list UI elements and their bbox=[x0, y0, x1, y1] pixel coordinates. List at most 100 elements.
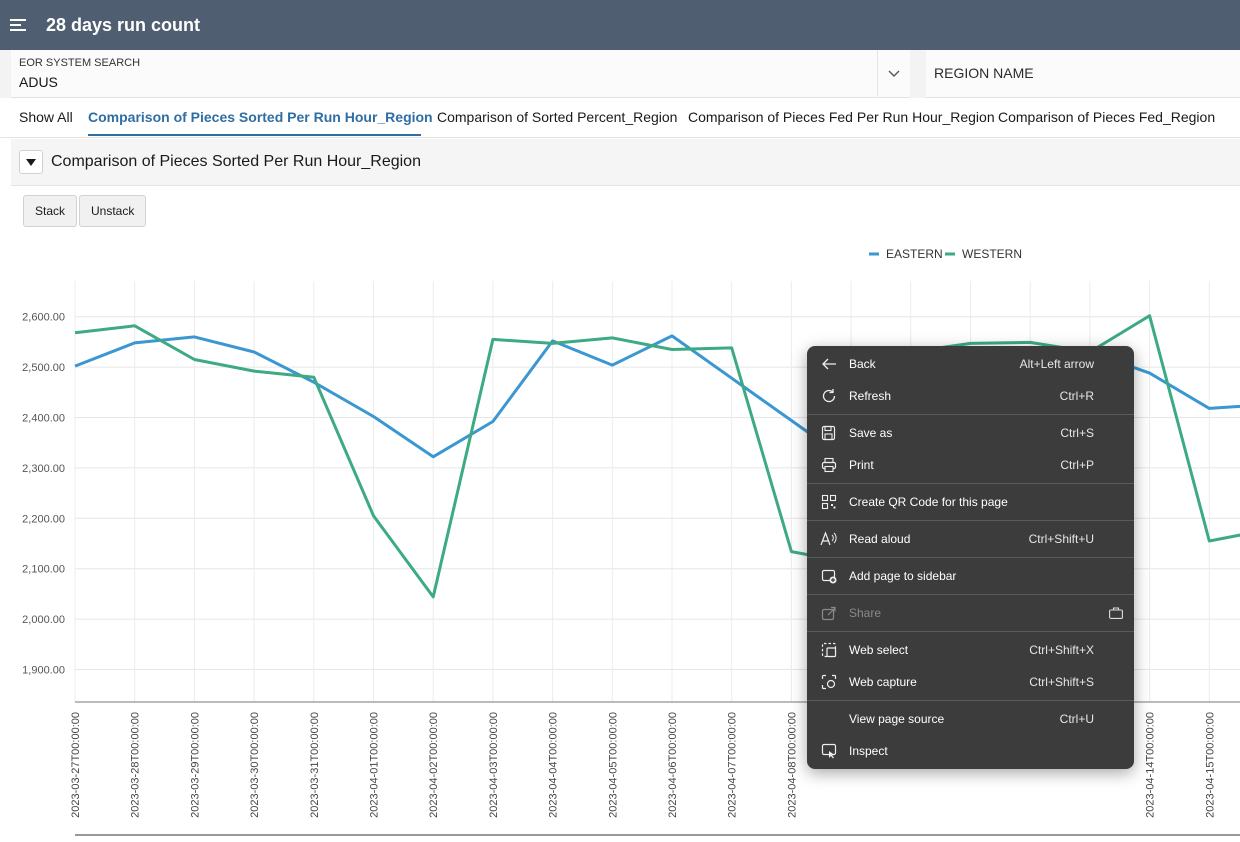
menu-item-add-page-to-sidebar[interactable]: Add page to sidebar bbox=[807, 561, 1134, 591]
region-name-placeholder: REGION NAME bbox=[934, 65, 1034, 81]
browser-context-menu: Back Alt+Left arrow Refresh Ctrl+R Save … bbox=[807, 346, 1134, 769]
menu-item-label: Create QR Code for this page bbox=[849, 495, 1008, 509]
active-tab-indicator bbox=[88, 134, 421, 136]
menu-item-shortcut: Ctrl+S bbox=[1060, 426, 1094, 440]
tab-pieces-fed[interactable]: Comparison of Pieces Fed_Region bbox=[998, 109, 1216, 125]
menu-item-inspect[interactable]: Inspect bbox=[807, 736, 1134, 766]
y-tick-label: 2,500.00 bbox=[22, 362, 65, 374]
y-tick-label: 2,400.00 bbox=[22, 413, 65, 425]
menu-item-view-page-source[interactable]: View page source Ctrl+U bbox=[807, 704, 1134, 734]
menu-separator bbox=[807, 414, 1134, 415]
x-tick-label: 2023-04-08T00:00:00 bbox=[786, 712, 798, 818]
menu-item-label: Share bbox=[849, 606, 882, 620]
stack-button[interactable]: Stack bbox=[23, 195, 78, 227]
briefcase-icon bbox=[1109, 606, 1123, 624]
y-tick-label: 2,100.00 bbox=[22, 564, 65, 576]
menu-item-read-aloud[interactable]: Read aloud Ctrl+Shift+U bbox=[807, 524, 1134, 554]
x-tick-label: 2023-04-15T00:00:00 bbox=[1204, 712, 1216, 818]
eor-system-search-value[interactable]: ADUS bbox=[19, 74, 58, 90]
tab-sorted-percent[interactable]: Comparison of Sorted Percent_Region bbox=[437, 109, 678, 125]
unstack-button[interactable]: Unstack bbox=[79, 195, 147, 227]
menu-item-print[interactable]: Print Ctrl+P bbox=[807, 450, 1134, 480]
x-tick-label: 2023-04-01T00:00:00 bbox=[369, 712, 381, 818]
menu-item-create-qr-code[interactable]: Create QR Code for this page bbox=[807, 487, 1134, 517]
chevron-down-icon[interactable] bbox=[877, 50, 910, 98]
qr-code-icon bbox=[820, 494, 838, 510]
menu-item-label: Print bbox=[849, 458, 874, 472]
y-tick-label: 2,000.00 bbox=[22, 614, 65, 626]
menu-separator bbox=[807, 520, 1134, 521]
menu-item-save-as[interactable]: Save as Ctrl+S bbox=[807, 418, 1134, 448]
menu-item-shortcut: Ctrl+Shift+S bbox=[1029, 675, 1094, 689]
menu-item-label: Read aloud bbox=[849, 532, 911, 546]
menu-item-label: Inspect bbox=[849, 744, 888, 758]
app-header: 28 days run count bbox=[0, 0, 1240, 50]
page-title: 28 days run count bbox=[46, 14, 201, 35]
x-tick-label: 2023-03-29T00:00:00 bbox=[189, 712, 201, 818]
menu-item-back[interactable]: Back Alt+Left arrow bbox=[807, 349, 1134, 379]
x-tick-label: 2023-04-07T00:00:00 bbox=[727, 712, 739, 818]
menu-item-shortcut: Ctrl+Shift+U bbox=[1028, 532, 1094, 546]
tab-show-all[interactable]: Show All bbox=[19, 109, 73, 125]
menu-item-label: Web select bbox=[849, 643, 909, 657]
menu-item-shortcut: Ctrl+R bbox=[1059, 389, 1094, 403]
back-arrow-icon bbox=[820, 356, 838, 372]
tab-pieces-fed-per-run-hour[interactable]: Comparison of Pieces Fed Per Run Hour_Re… bbox=[688, 109, 995, 125]
menu-separator bbox=[807, 557, 1134, 558]
x-tick-label: 2023-04-02T00:00:00 bbox=[428, 712, 440, 818]
menu-item-shortcut: Ctrl+U bbox=[1059, 712, 1094, 726]
x-tick-label: 2023-03-27T00:00:00 bbox=[70, 712, 82, 818]
menu-item-share: Share bbox=[807, 598, 1134, 628]
x-tick-label: 2023-04-05T00:00:00 bbox=[607, 712, 619, 818]
menu-item-label: Refresh bbox=[849, 389, 892, 403]
menu-separator bbox=[807, 631, 1134, 632]
add-sidebar-icon bbox=[820, 568, 838, 584]
y-tick-label: 1,900.00 bbox=[22, 665, 65, 677]
y-tick-label: 2,600.00 bbox=[22, 312, 65, 324]
menu-separator bbox=[807, 700, 1134, 701]
menu-item-label: Web capture bbox=[849, 675, 917, 689]
region-name-field[interactable]: REGION NAME bbox=[926, 50, 1240, 98]
region-header: Comparison of Pieces Sorted Per Run Hour… bbox=[11, 139, 1240, 186]
print-icon bbox=[820, 457, 838, 473]
x-tick-label: 2023-04-04T00:00:00 bbox=[548, 712, 560, 818]
x-tick-label: 2023-04-14T00:00:00 bbox=[1145, 712, 1157, 818]
filter-bar: EOR SYSTEM SEARCH ADUS REGION NAME bbox=[0, 50, 1240, 98]
x-tick-label: 2023-03-28T00:00:00 bbox=[130, 712, 142, 818]
y-tick-label: 2,300.00 bbox=[22, 463, 65, 475]
eor-system-search-label: EOR SYSTEM SEARCH bbox=[19, 57, 141, 69]
legend-label-eastern: EASTERN bbox=[886, 247, 943, 261]
menu-separator bbox=[807, 594, 1134, 595]
read-aloud-icon bbox=[820, 531, 838, 547]
hamburger-menu-icon[interactable] bbox=[0, 0, 38, 50]
eor-system-search-field[interactable]: EOR SYSTEM SEARCH ADUS bbox=[11, 50, 910, 98]
menu-item-shortcut: Ctrl+Shift+X bbox=[1029, 643, 1094, 657]
menu-item-label: Add page to sidebar bbox=[849, 569, 957, 583]
menu-item-web-select[interactable]: Web select Ctrl+Shift+X bbox=[807, 635, 1134, 665]
caret-down-icon bbox=[26, 158, 36, 166]
menu-item-label: Back bbox=[849, 357, 876, 371]
share-icon bbox=[820, 605, 838, 621]
region-title: Comparison of Pieces Sorted Per Run Hour… bbox=[51, 153, 421, 170]
collapse-toggle-button[interactable] bbox=[19, 150, 43, 174]
menu-item-label: View page source bbox=[849, 712, 945, 726]
region-tabs: Show All Comparison of Pieces Sorted Per… bbox=[0, 98, 1240, 138]
x-tick-label: 2023-04-03T00:00:00 bbox=[488, 712, 500, 818]
x-tick-label: 2023-04-06T00:00:00 bbox=[667, 712, 679, 818]
y-tick-label: 2,200.00 bbox=[22, 513, 65, 525]
menu-separator bbox=[807, 483, 1134, 484]
tab-pieces-sorted-per-run-hour[interactable]: Comparison of Pieces Sorted Per Run Hour… bbox=[88, 109, 433, 125]
x-tick-label: 2023-03-30T00:00:00 bbox=[249, 712, 261, 818]
inspect-icon bbox=[820, 743, 838, 759]
menu-item-refresh[interactable]: Refresh Ctrl+R bbox=[807, 381, 1134, 411]
menu-item-shortcut: Alt+Left arrow bbox=[1019, 357, 1094, 371]
legend-label-western: WESTERN bbox=[962, 247, 1022, 261]
web-capture-icon bbox=[820, 674, 838, 690]
menu-item-web-capture[interactable]: Web capture Ctrl+Shift+S bbox=[807, 667, 1134, 697]
x-tick-label: 2023-03-31T00:00:00 bbox=[309, 712, 321, 818]
menu-item-shortcut: Ctrl+P bbox=[1060, 458, 1094, 472]
web-select-icon bbox=[820, 642, 838, 658]
save-as-icon bbox=[820, 425, 838, 441]
menu-item-label: Save as bbox=[849, 426, 893, 440]
refresh-icon bbox=[820, 388, 838, 404]
